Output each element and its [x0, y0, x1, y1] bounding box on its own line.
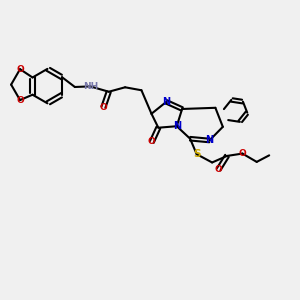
Text: O: O [16, 96, 24, 105]
Text: O: O [100, 103, 107, 112]
Text: O: O [215, 165, 223, 174]
Text: N: N [162, 97, 170, 107]
Text: O: O [238, 149, 246, 158]
Text: O: O [16, 65, 24, 74]
Text: N: N [206, 136, 214, 146]
Text: NH: NH [83, 82, 98, 91]
Text: N: N [173, 121, 181, 131]
Text: S: S [193, 149, 200, 159]
Text: O: O [148, 137, 156, 146]
